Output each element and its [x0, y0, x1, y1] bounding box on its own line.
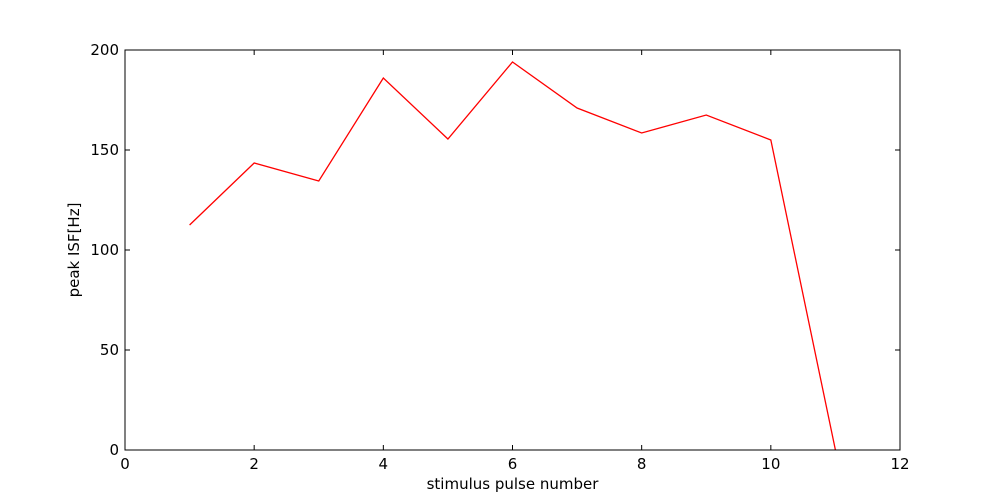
y-tick-label: 150 [90, 141, 119, 159]
x-tick-label: 8 [637, 455, 647, 473]
x-tick-label: 12 [890, 455, 909, 473]
y-tick-label: 100 [90, 241, 119, 259]
plot-area [189, 61, 837, 451]
x-tick-label: 4 [379, 455, 389, 473]
ticks: 0 2 4 6 8 10 12 0 50 100 150 200 [90, 41, 909, 473]
x-tick-label: 6 [508, 455, 518, 473]
x-axis-label: stimulus pulse number [427, 475, 600, 493]
y-tick-label: 50 [100, 341, 119, 359]
x-tick-label: 2 [249, 455, 259, 473]
y-tick-label: 0 [109, 441, 119, 459]
y-tick-label: 200 [90, 41, 119, 59]
y-axis-label: peak ISF[Hz] [65, 203, 83, 298]
x-tick-label: 0 [120, 455, 130, 473]
x-tick-label: 10 [761, 455, 780, 473]
